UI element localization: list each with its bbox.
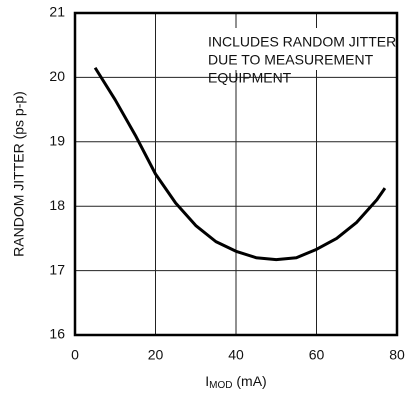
line <box>93 66 387 262</box>
plot-frame <box>73 11 399 337</box>
x-label-main: I <box>205 373 209 389</box>
y-tick-label: 19 <box>49 133 65 149</box>
x-tick-label: 20 <box>148 347 164 363</box>
x-tick-label: 60 <box>309 347 325 363</box>
x-axis-label: IMOD (mA) <box>205 373 266 391</box>
x-label-sub: MOD <box>209 380 232 391</box>
x-tick-label: 0 <box>71 347 79 363</box>
y-tick-label: 16 <box>49 326 65 342</box>
y-tick-label: 21 <box>49 4 65 20</box>
annotation: DUE TO MEASUREMENT <box>208 52 374 68</box>
x-tick-label: 80 <box>389 347 405 363</box>
annotation: INCLUDES RANDOM JITTER <box>208 34 396 50</box>
y-tick-label: 17 <box>49 261 65 277</box>
y-tick-label: 20 <box>49 68 65 84</box>
y-tick-label: 18 <box>49 197 65 213</box>
x-tick-label: 40 <box>228 347 244 363</box>
annotation: EQUIPMENT <box>208 70 292 86</box>
annotation-background <box>200 28 380 70</box>
y-axis-label: RANDOM JITTER (ps p-p) <box>11 91 27 257</box>
x-label-rest: (mA) <box>233 373 267 389</box>
